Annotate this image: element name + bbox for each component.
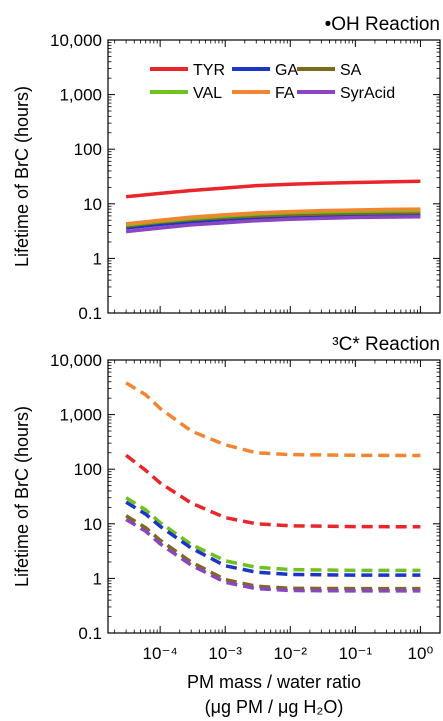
legend-label-val: VAL [193,85,222,102]
y-tick-label: 100 [74,140,102,159]
legend-label-fa: FA [275,85,295,102]
series-line-sa [125,514,421,591]
series-line-tyr [125,453,421,529]
x-tick-label: 10⁻² [274,644,308,663]
y-tick-label: 0.1 [78,304,102,323]
chart-panel-2: 0.1 1 10 100 1,000 10,000 10⁻⁴ 10⁻³ 10⁻² 10⁻¹ 10⁰ ³… [12,334,441,717]
x-tick-label: 10⁰ [408,644,434,663]
legend: TYR GA SA VAL FA SyrAcid [150,62,395,102]
y-axis-label: Lifetime of BrC (hours) [12,86,32,267]
series-line-syracid [125,214,421,234]
series-line-val [125,496,421,573]
legend-label-ga: GA [275,62,298,79]
y-tick-label: 10,000 [50,31,102,50]
y-axis-label: Lifetime of BrC (hours) [12,406,32,587]
y-tick-label: 0.1 [78,624,102,643]
x-axis-label-units: (μg PM / μg H₂O) [205,697,344,717]
y-tick-label: 10 [83,195,102,214]
chart-panel-1: 0.1 1 10 100 1,000 10,000 •OH Reaction Lifetime… [12,14,441,323]
series-line-fa [125,207,421,226]
y-tick-label: 100 [74,460,102,479]
x-tick-label: 10⁻⁴ [143,644,178,663]
y-tick-label: 1,000 [59,86,102,105]
plot-frame [107,39,441,314]
legend-label-sa: SA [340,62,362,79]
chart-title: ³C* Reaction [332,334,440,355]
series-line-fa [125,381,421,458]
y-tick-label: 10 [83,515,102,534]
legend-label-tyr: TYR [193,62,225,79]
x-tick-label: 10⁻³ [208,644,242,663]
x-tick-label: 10⁻¹ [339,644,373,663]
y-tick-label: 1 [93,569,102,588]
plot-frame [107,359,441,634]
chart-title: •OH Reaction [325,14,440,35]
y-tick-label: 1 [93,249,102,268]
x-axis-label: PM mass / water ratio [187,672,361,692]
legend-label-syracid: SyrAcid [340,85,395,102]
y-tick-label: 10,000 [50,351,102,370]
series-line-syracid [125,518,421,593]
y-tick-label: 1,000 [59,406,102,425]
series-line-tyr [125,179,421,199]
series-line-ga [125,500,421,577]
